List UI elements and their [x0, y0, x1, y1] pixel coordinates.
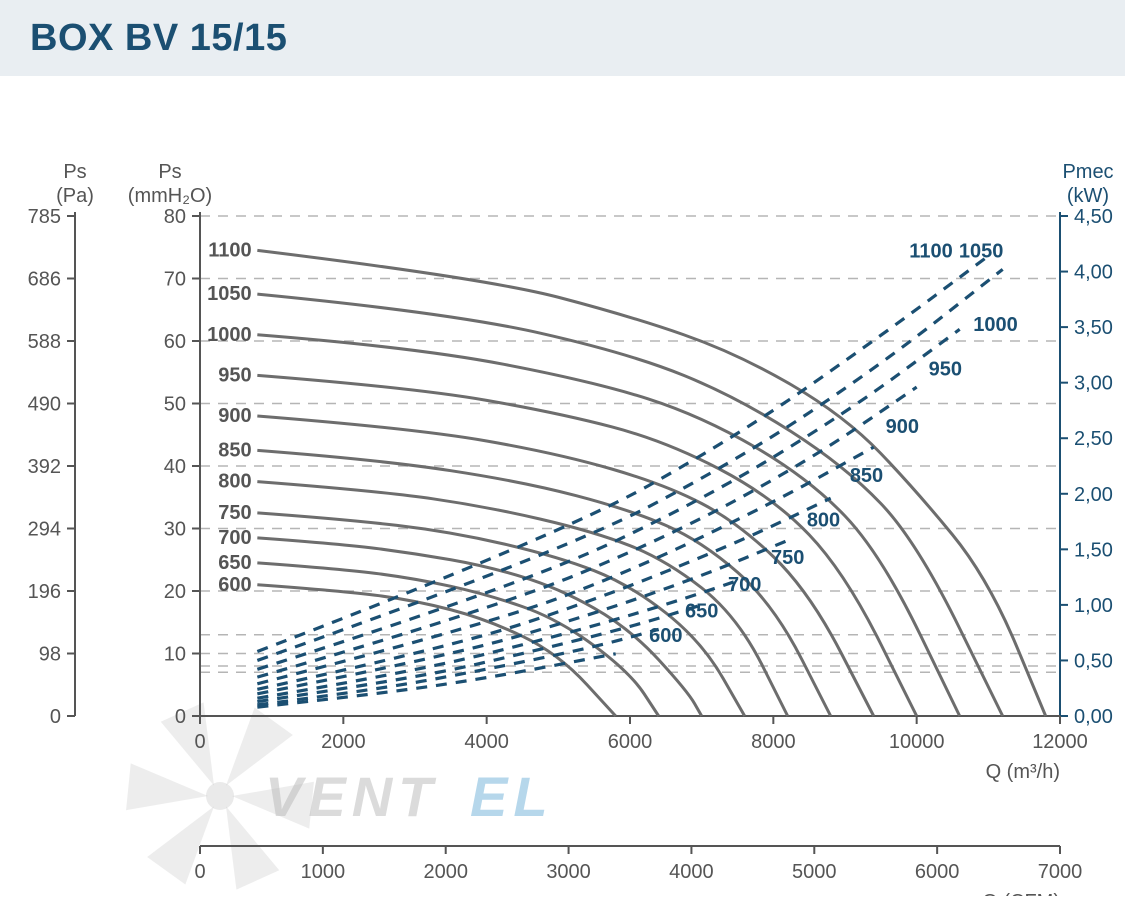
mm-axis-label: Ps — [158, 161, 181, 183]
q-m3h-tick-label: 8000 — [751, 731, 796, 753]
pmec-curve-label: 700 — [728, 574, 761, 596]
mm-tick-label: 60 — [164, 331, 186, 353]
q-m3h-tick-label: 0 — [194, 731, 205, 753]
pmec-curve-label: 850 — [850, 465, 883, 487]
q-cfm-tick-label: 7000 — [1038, 861, 1083, 883]
q-cfm-tick-label: 2000 — [423, 861, 468, 883]
pmec-curve-label: 650 — [685, 601, 718, 623]
pmec-curve-label: 1050 — [959, 241, 1004, 263]
pa-tick-label: 392 — [28, 456, 61, 478]
ps-curve-label: 950 — [218, 364, 251, 386]
pmec-axis-label: (kW) — [1067, 185, 1109, 207]
ps-curve-800 — [257, 482, 787, 716]
pmec-tick-label: 3,50 — [1074, 317, 1113, 339]
ps-curve-label: 750 — [218, 502, 251, 524]
watermark-fan-hub — [206, 782, 234, 810]
watermark-fan-blade — [126, 763, 208, 810]
pmec-tick-label: 4,50 — [1074, 206, 1113, 228]
ps-curve-label: 650 — [218, 552, 251, 574]
pa-tick-label: 490 — [28, 394, 61, 416]
mm-tick-label: 40 — [164, 456, 186, 478]
pa-tick-label: 98 — [39, 644, 61, 666]
mm-tick-label: 10 — [164, 644, 186, 666]
watermark-text: EL — [470, 765, 554, 828]
ps-curve-label: 900 — [218, 405, 251, 427]
q-cfm-tick-label: 5000 — [792, 861, 837, 883]
title-bar: BOX BV 15/15 — [0, 0, 1125, 76]
pmec-curve-label: 950 — [929, 358, 962, 380]
pa-tick-label: 0 — [50, 706, 61, 728]
watermark-fan-blade — [161, 702, 214, 785]
q-m3h-tick-label: 6000 — [608, 731, 653, 753]
watermark-text: VENT — [265, 765, 438, 828]
pa-tick-label: 785 — [28, 206, 61, 228]
pa-tick-label: 196 — [28, 581, 61, 603]
ps-curve-label: 1100 — [208, 239, 251, 261]
ps-curve-600 — [257, 585, 615, 716]
pa-tick-label: 294 — [28, 519, 61, 541]
pmec-axis-label: Pmec — [1062, 161, 1113, 183]
ps-curve-label: 1050 — [207, 283, 252, 305]
pmec-tick-label: 2,50 — [1074, 428, 1113, 450]
mm-tick-label: 20 — [164, 581, 186, 603]
pmec-curve-label: 750 — [771, 547, 804, 569]
q-cfm-tick-label: 0 — [194, 861, 205, 883]
ps-curve-label: 1000 — [207, 324, 252, 346]
pmec-curve-label: 1100 — [909, 241, 952, 263]
q-m3h-tick-label: 12000 — [1032, 731, 1088, 753]
mm-tick-label: 80 — [164, 206, 186, 228]
performance-chart: VENTEL098196294392490588686785Ps(Pa)0102… — [0, 76, 1125, 896]
q-cfm-tick-label: 3000 — [546, 861, 591, 883]
ps-curve-label: 600 — [218, 574, 251, 596]
pmec-tick-label: 0,50 — [1074, 650, 1113, 672]
pa-axis-label: Ps — [63, 161, 86, 183]
mm-tick-label: 50 — [164, 394, 186, 416]
mm-tick-label: 30 — [164, 519, 186, 541]
pmec-tick-label: 1,00 — [1074, 595, 1113, 617]
pmec-tick-label: 1,50 — [1074, 539, 1113, 561]
q-m3h-tick-label: 10000 — [889, 731, 945, 753]
mm-tick-label: 0 — [175, 706, 186, 728]
pa-tick-label: 686 — [28, 269, 61, 291]
ps-curve-label: 700 — [218, 527, 251, 549]
page-title: BOX BV 15/15 — [30, 17, 287, 60]
pmec-tick-label: 2,00 — [1074, 484, 1113, 506]
pmec-curve-label: 600 — [649, 625, 682, 647]
pmec-curve-label: 900 — [886, 416, 919, 438]
pmec-curve-label: 800 — [807, 509, 840, 531]
q-cfm-tick-label: 4000 — [669, 861, 714, 883]
pmec-tick-label: 0,00 — [1074, 706, 1113, 728]
mm-tick-label: 70 — [164, 269, 186, 291]
pmec-curve-label: 1000 — [973, 314, 1018, 336]
q-m3h-tick-label: 4000 — [464, 731, 509, 753]
ps-curve-1000 — [257, 335, 959, 716]
q-m3h-axis-label: Q (m³/h) — [986, 761, 1060, 783]
q-cfm-tick-label: 6000 — [915, 861, 960, 883]
mm-axis-label: (mmH₂O) — [128, 185, 212, 207]
q-m3h-tick-label: 2000 — [321, 731, 366, 753]
ps-curve-label: 850 — [218, 439, 251, 461]
ps-curve-label: 800 — [218, 471, 251, 493]
pmec-tick-label: 3,00 — [1074, 373, 1113, 395]
pa-axis-label: (Pa) — [56, 185, 94, 207]
q-cfm-tick-label: 1000 — [301, 861, 346, 883]
q-cfm-axis-label: Q (CFM) — [982, 891, 1060, 896]
pa-tick-label: 588 — [28, 331, 61, 353]
chart-svg: VENTEL098196294392490588686785Ps(Pa)0102… — [0, 76, 1125, 896]
pmec-tick-label: 4,00 — [1074, 262, 1113, 284]
